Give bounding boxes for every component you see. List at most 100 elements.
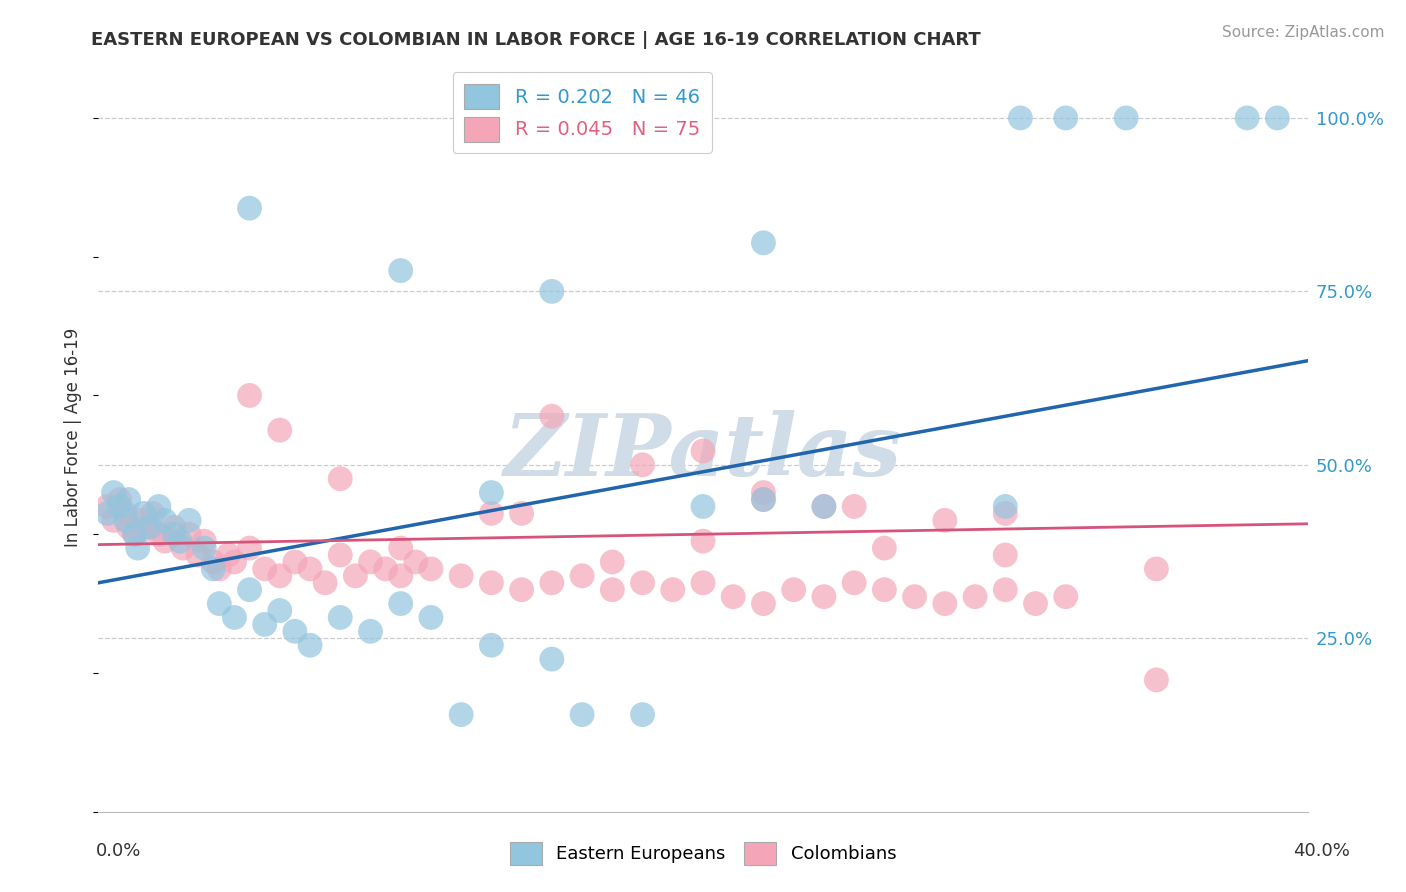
Point <box>172 541 194 555</box>
Point <box>540 285 562 299</box>
Point <box>752 597 775 611</box>
Point <box>103 513 125 527</box>
Point <box>752 492 775 507</box>
Point <box>103 485 125 500</box>
Point <box>1267 111 1289 125</box>
Point <box>752 235 775 250</box>
Point <box>481 507 503 521</box>
Legend: R = 0.202   N = 46, R = 0.045   N = 75: R = 0.202 N = 46, R = 0.045 N = 75 <box>453 72 711 153</box>
Point <box>873 582 896 597</box>
Point <box>163 527 186 541</box>
Point <box>299 562 322 576</box>
Point <box>420 562 443 576</box>
Point <box>253 562 276 576</box>
Text: EASTERN EUROPEAN VS COLOMBIAN IN LABOR FORCE | AGE 16-19 CORRELATION CHART: EASTERN EUROPEAN VS COLOMBIAN IN LABOR F… <box>91 31 981 49</box>
Point <box>114 507 136 521</box>
Point <box>132 507 155 521</box>
Point <box>813 500 835 514</box>
Point <box>692 444 714 458</box>
Point <box>752 485 775 500</box>
Point <box>269 603 291 617</box>
Point <box>692 500 714 514</box>
Point <box>284 555 307 569</box>
Point <box>389 569 412 583</box>
Point <box>124 527 146 541</box>
Point <box>602 555 624 569</box>
Point <box>179 527 201 541</box>
Point <box>329 472 352 486</box>
Point <box>253 617 276 632</box>
Point <box>1236 111 1258 125</box>
Point <box>631 707 654 722</box>
Point <box>163 520 186 534</box>
Point <box>217 548 239 562</box>
Point <box>661 582 683 597</box>
Point <box>360 624 382 639</box>
Point <box>127 541 149 555</box>
Point <box>571 569 593 583</box>
Point <box>904 590 927 604</box>
Point <box>239 201 262 215</box>
Point <box>540 409 562 424</box>
Point <box>510 507 533 521</box>
Text: 40.0%: 40.0% <box>1294 842 1350 860</box>
Point <box>108 500 131 514</box>
Point <box>1024 597 1046 611</box>
Point <box>1010 111 1032 125</box>
Point <box>208 597 231 611</box>
Point <box>934 597 956 611</box>
Point <box>965 590 987 604</box>
Point <box>96 500 118 514</box>
Text: Source: ZipAtlas.com: Source: ZipAtlas.com <box>1222 25 1385 40</box>
Point <box>284 624 307 639</box>
Point <box>135 520 157 534</box>
Point <box>481 575 503 590</box>
Point <box>994 500 1017 514</box>
Point <box>481 638 503 652</box>
Point <box>389 597 412 611</box>
Point <box>114 513 136 527</box>
Point <box>420 610 443 624</box>
Point <box>202 555 225 569</box>
Point <box>153 534 176 549</box>
Point <box>813 590 835 604</box>
Point <box>329 548 352 562</box>
Point <box>389 541 412 555</box>
Y-axis label: In Labor Force | Age 16-19: In Labor Force | Age 16-19 <box>65 327 83 547</box>
Point <box>844 500 866 514</box>
Point <box>239 541 262 555</box>
Point <box>873 541 896 555</box>
Point <box>169 534 191 549</box>
Point <box>602 582 624 597</box>
Point <box>994 507 1017 521</box>
Point <box>450 569 472 583</box>
Point <box>723 590 745 604</box>
Point <box>187 548 209 562</box>
Point <box>1144 562 1167 576</box>
Point <box>314 575 336 590</box>
Point <box>692 575 714 590</box>
Point <box>1054 590 1077 604</box>
Point <box>934 513 956 527</box>
Point <box>1144 673 1167 687</box>
Point <box>202 562 225 576</box>
Text: 0.0%: 0.0% <box>96 842 141 860</box>
Point <box>129 513 152 527</box>
Point <box>571 707 593 722</box>
Point <box>148 500 170 514</box>
Point <box>540 652 562 666</box>
Point <box>124 527 146 541</box>
Point <box>142 507 165 521</box>
Text: ZIPatlas: ZIPatlas <box>503 410 903 494</box>
Point <box>179 513 201 527</box>
Point <box>510 582 533 597</box>
Point <box>752 492 775 507</box>
Point <box>139 520 162 534</box>
Point <box>96 507 118 521</box>
Point <box>269 423 291 437</box>
Point <box>148 527 170 541</box>
Point <box>360 555 382 569</box>
Point <box>299 638 322 652</box>
Point <box>193 541 215 555</box>
Point <box>374 562 396 576</box>
